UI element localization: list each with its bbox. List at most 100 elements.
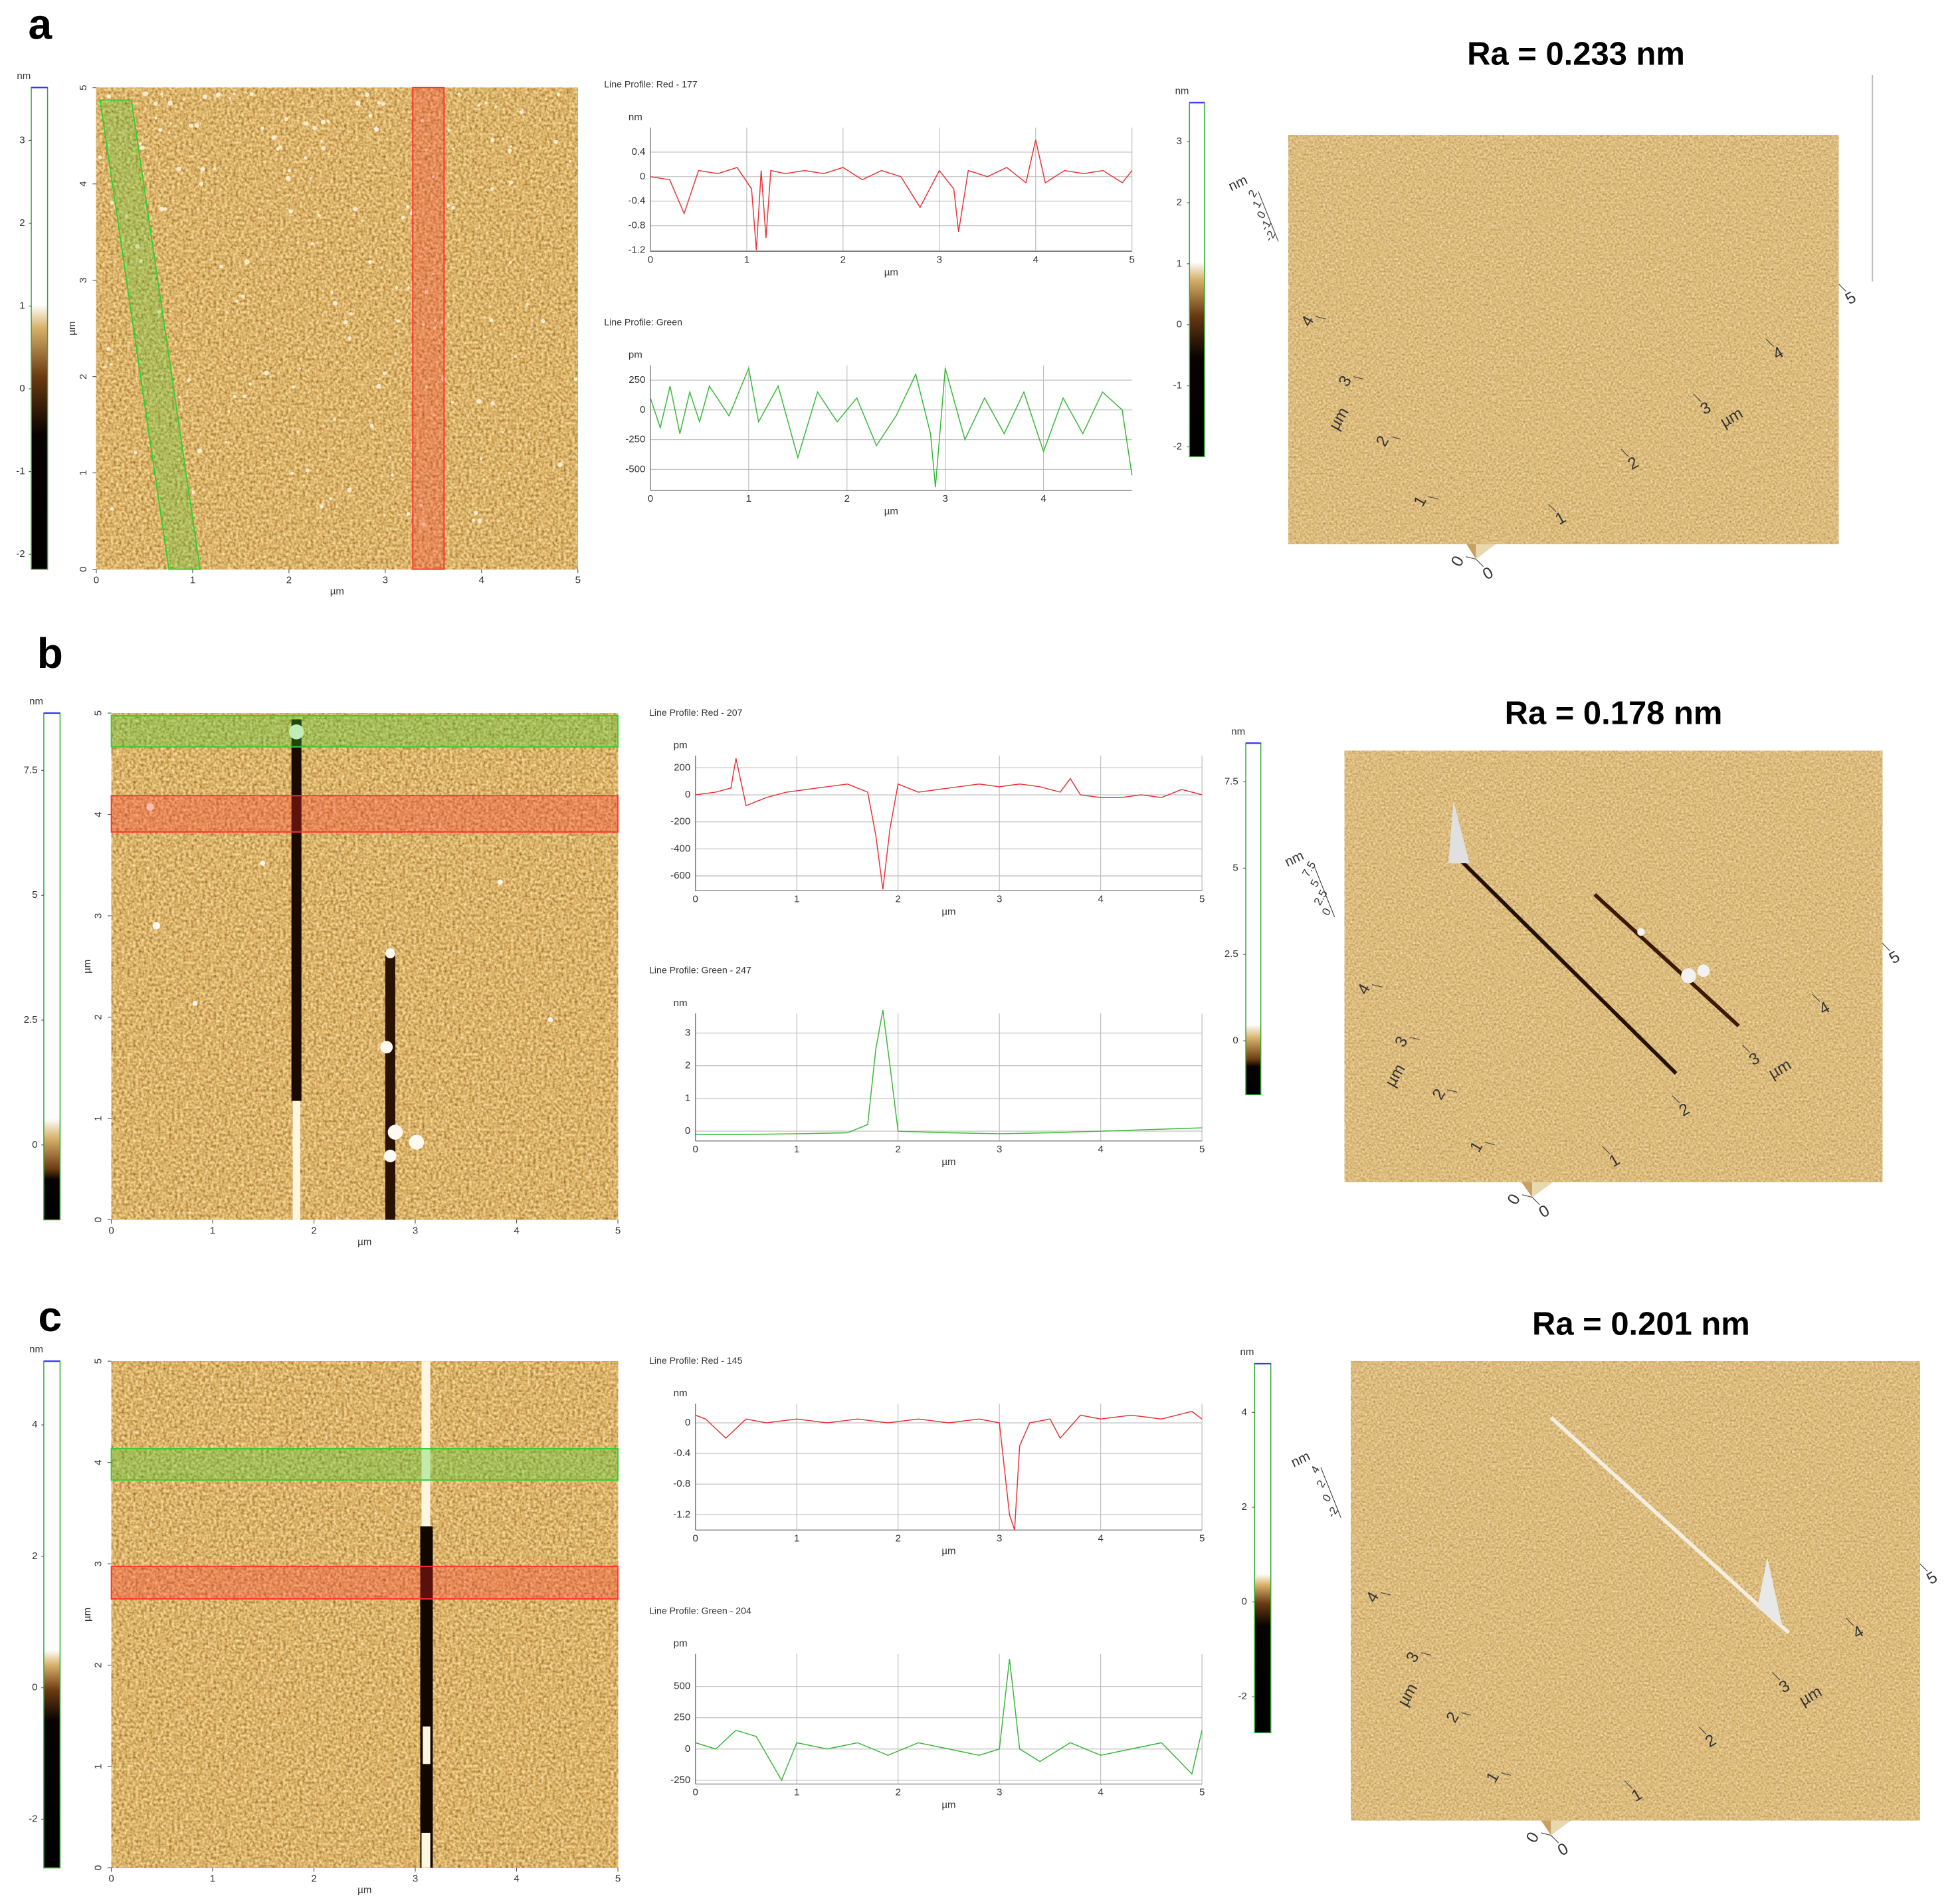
surface-particle xyxy=(482,478,486,481)
z-tick-label-3d: -2 xyxy=(1262,229,1278,244)
y-tick-label: -1.2 xyxy=(673,1509,690,1520)
surface-particle xyxy=(106,94,112,99)
surface-spike xyxy=(1757,1557,1783,1627)
profile-title: Line Profile: Red - 177 xyxy=(604,79,698,90)
surface-particle xyxy=(401,215,405,220)
colorbar-tick-label: 1 xyxy=(1177,258,1182,269)
y-tick-3d xyxy=(1460,1712,1472,1716)
y-axis-label-3d: µm xyxy=(1325,404,1353,433)
x-tick-label: 4 xyxy=(479,574,484,585)
y-tick-label: 0 xyxy=(685,789,690,800)
x-tick-3d xyxy=(1531,1197,1540,1206)
y-axis-label: µm xyxy=(82,1608,93,1622)
x-tick-label: 5 xyxy=(1199,1787,1205,1798)
z-tick-label-3d: 2.5 xyxy=(1312,888,1330,908)
y-tick-label: 3 xyxy=(78,277,89,282)
x-tick-label: 0 xyxy=(693,1144,698,1155)
y-tick-label-3d: 4 xyxy=(1298,313,1318,330)
x-tick-label: 5 xyxy=(1199,1532,1205,1544)
colorbar-tick-label: 0 xyxy=(1232,1035,1238,1046)
colorbar-tick-label: 0 xyxy=(32,1139,37,1150)
surface-particle xyxy=(243,394,246,399)
y-tick-label: 0 xyxy=(93,1865,104,1870)
z-axis-3d xyxy=(1314,867,1335,918)
surface-particle xyxy=(132,186,135,189)
x-tick-label: 4 xyxy=(1098,1787,1103,1798)
surface-particle xyxy=(425,148,428,152)
x-tick-label: 2 xyxy=(896,1532,901,1544)
profile-line xyxy=(695,1009,1203,1135)
surface-particle xyxy=(432,272,435,275)
x-tick-label: 3 xyxy=(943,493,948,504)
surface-particle xyxy=(349,312,353,316)
surface-particle xyxy=(1637,928,1645,936)
surface-particle xyxy=(1681,968,1696,984)
surface-particle xyxy=(199,181,204,187)
y-tick-label-3d: 2 xyxy=(1429,1086,1449,1103)
x-tick-label: 3 xyxy=(997,894,1002,905)
scratch-bright xyxy=(292,1101,300,1220)
surface-particle xyxy=(138,142,142,146)
surface-particle xyxy=(507,148,512,153)
surface-particle xyxy=(312,126,317,130)
surface-particle xyxy=(395,286,399,290)
x-tick-label: 5 xyxy=(1199,894,1205,905)
surface-particle xyxy=(125,214,128,218)
surface-particle xyxy=(433,326,437,330)
y-tick-3d xyxy=(1446,1089,1458,1093)
x-tick-label: 2 xyxy=(844,493,850,504)
surface-particle xyxy=(383,1150,397,1162)
afm-image xyxy=(111,1361,619,1868)
surface-scratch xyxy=(1593,893,1740,1027)
colorbar-tick-label: 2 xyxy=(19,217,25,229)
profile-title: Line Profile: Green xyxy=(604,316,682,327)
x-tick-label: 5 xyxy=(615,1225,621,1236)
colorbar-tick-label: -2 xyxy=(29,1813,37,1824)
colorbar-tick-label: 2 xyxy=(1242,1501,1247,1513)
surface-particle xyxy=(309,177,312,180)
surface-particle xyxy=(536,210,539,213)
y-axis-unit: nm xyxy=(674,998,688,1009)
x-tick-3d xyxy=(1672,1095,1680,1104)
surface-particle xyxy=(135,244,140,249)
y-tick-label: 0 xyxy=(685,1743,690,1754)
y-tick-3d xyxy=(1353,376,1364,379)
x-tick-label: 3 xyxy=(937,255,942,266)
x-tick-label: 2 xyxy=(311,1873,316,1885)
x-tick-label: 4 xyxy=(514,1225,519,1236)
x-tick-label-3d: 5 xyxy=(1923,1568,1940,1588)
colorbar xyxy=(43,1360,61,1869)
y-axis-unit: nm xyxy=(674,1388,688,1399)
surface-particle xyxy=(407,286,411,290)
surface-particle xyxy=(140,145,145,150)
panel-label: c xyxy=(39,1293,62,1340)
y-axis-unit: nm xyxy=(629,112,642,123)
y-tick-label-3d: 3 xyxy=(1403,1649,1422,1665)
surface-particle xyxy=(320,140,323,143)
surface-3d xyxy=(1288,135,1839,544)
colorbar-tick-label: 0 xyxy=(1242,1596,1247,1608)
x-tick-label: 2 xyxy=(840,255,846,266)
surface-scratch xyxy=(1549,1416,1790,1634)
surface-particle xyxy=(332,300,338,306)
x-axis-label: µm xyxy=(884,266,898,278)
x-tick-label: 0 xyxy=(648,255,653,266)
surface-particle xyxy=(531,278,534,282)
surface-particle xyxy=(303,156,307,160)
surface-particle xyxy=(355,100,361,106)
x-tick-3d xyxy=(1772,1672,1781,1681)
surface-particle xyxy=(365,92,370,97)
z-tick-label-3d: -2 xyxy=(1325,1505,1341,1520)
scratch-bright xyxy=(423,1726,431,1764)
surface-particle xyxy=(168,132,171,134)
y-tick-3d xyxy=(1391,436,1401,440)
colorbar-unit: nm xyxy=(29,1344,43,1355)
surface-particle xyxy=(182,98,185,101)
x-tick-label-3d: 4 xyxy=(1850,1622,1866,1642)
surface-particle xyxy=(446,203,450,207)
y-tick-3d xyxy=(1381,1592,1391,1596)
colorbar-tick-label: 3 xyxy=(19,134,25,146)
surface-side-right xyxy=(1476,268,1839,560)
x-tick-label: 1 xyxy=(210,1225,215,1236)
y-axis-unit: pm xyxy=(629,350,642,361)
